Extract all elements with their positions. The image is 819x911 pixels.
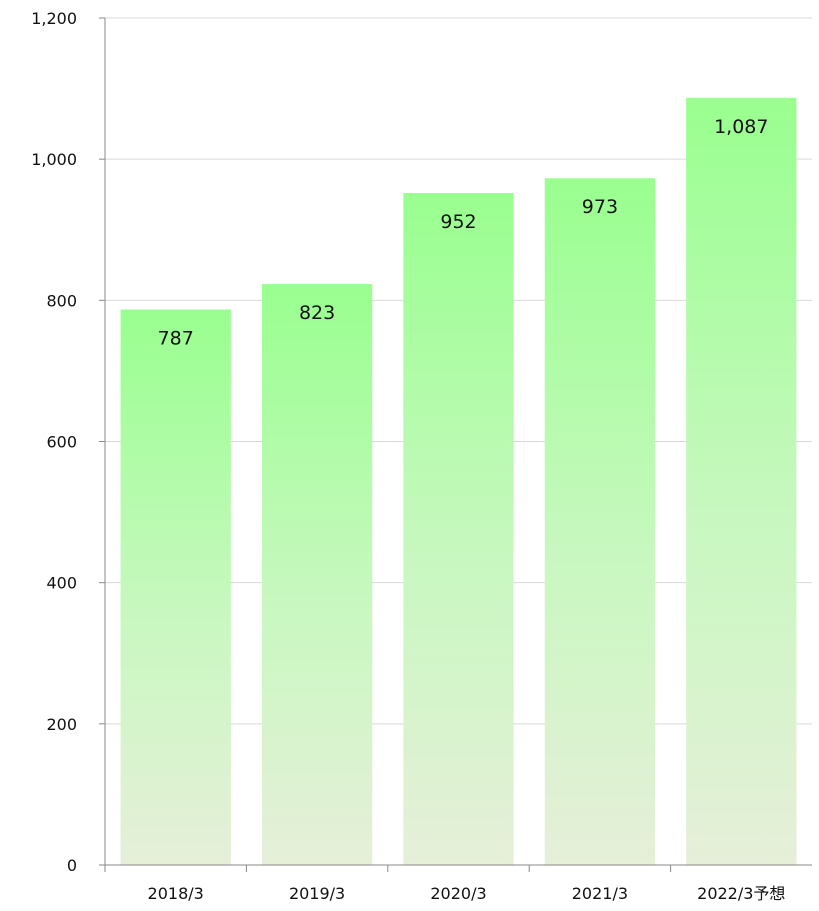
bar	[686, 97, 797, 866]
y-tick-label: 600	[46, 433, 77, 452]
bars	[120, 97, 797, 866]
y-tick-label: 200	[46, 715, 77, 734]
x-tick-label: 2020/3	[430, 884, 486, 903]
data-label: 952	[440, 211, 476, 233]
x-tick-label: 2018/3	[148, 884, 204, 903]
x-axis-ticks: 2018/3 2019/3 2020/3 2021/3 2022/3予想	[148, 865, 785, 903]
y-axis-ticks: 0 200 400 600 800 1,000 1,200	[31, 9, 105, 875]
bar	[120, 309, 231, 865]
axes	[99, 18, 812, 872]
bar	[403, 193, 514, 866]
bar	[261, 284, 373, 866]
y-tick-label: 800	[46, 291, 77, 310]
y-tick-label: 0	[67, 856, 77, 875]
x-tick-label: 2022/3予想	[697, 884, 785, 903]
bar	[544, 178, 656, 865]
y-tick-label: 1,200	[31, 9, 77, 28]
data-label: 787	[158, 328, 194, 350]
x-tick-label: 2021/3	[572, 884, 628, 903]
data-label: 823	[299, 302, 335, 324]
data-label: 973	[582, 196, 618, 218]
data-label: 1,087	[714, 116, 768, 138]
y-tick-label: 1,000	[31, 150, 77, 169]
x-tick-label: 2019/3	[289, 884, 345, 903]
data-labels: 787 823 952 973 1,087	[158, 116, 769, 350]
y-tick-label: 400	[46, 574, 77, 593]
